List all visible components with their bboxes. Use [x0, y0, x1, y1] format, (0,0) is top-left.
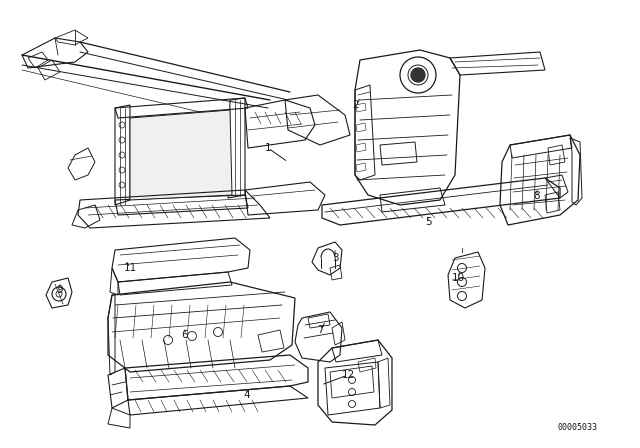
Text: 9: 9	[57, 285, 63, 295]
Text: 5: 5	[425, 217, 431, 227]
Text: 11: 11	[124, 263, 136, 273]
Text: 7: 7	[317, 325, 323, 335]
Text: 3: 3	[332, 253, 339, 263]
Text: 00005033: 00005033	[558, 423, 598, 432]
Text: 2: 2	[353, 100, 359, 110]
Text: 1: 1	[265, 143, 271, 153]
Circle shape	[411, 68, 425, 82]
Text: 6: 6	[182, 330, 188, 340]
Text: 10: 10	[451, 273, 465, 283]
Polygon shape	[130, 110, 232, 200]
Text: 8: 8	[534, 191, 540, 201]
Text: 4: 4	[244, 390, 250, 400]
Text: 12: 12	[341, 370, 355, 380]
